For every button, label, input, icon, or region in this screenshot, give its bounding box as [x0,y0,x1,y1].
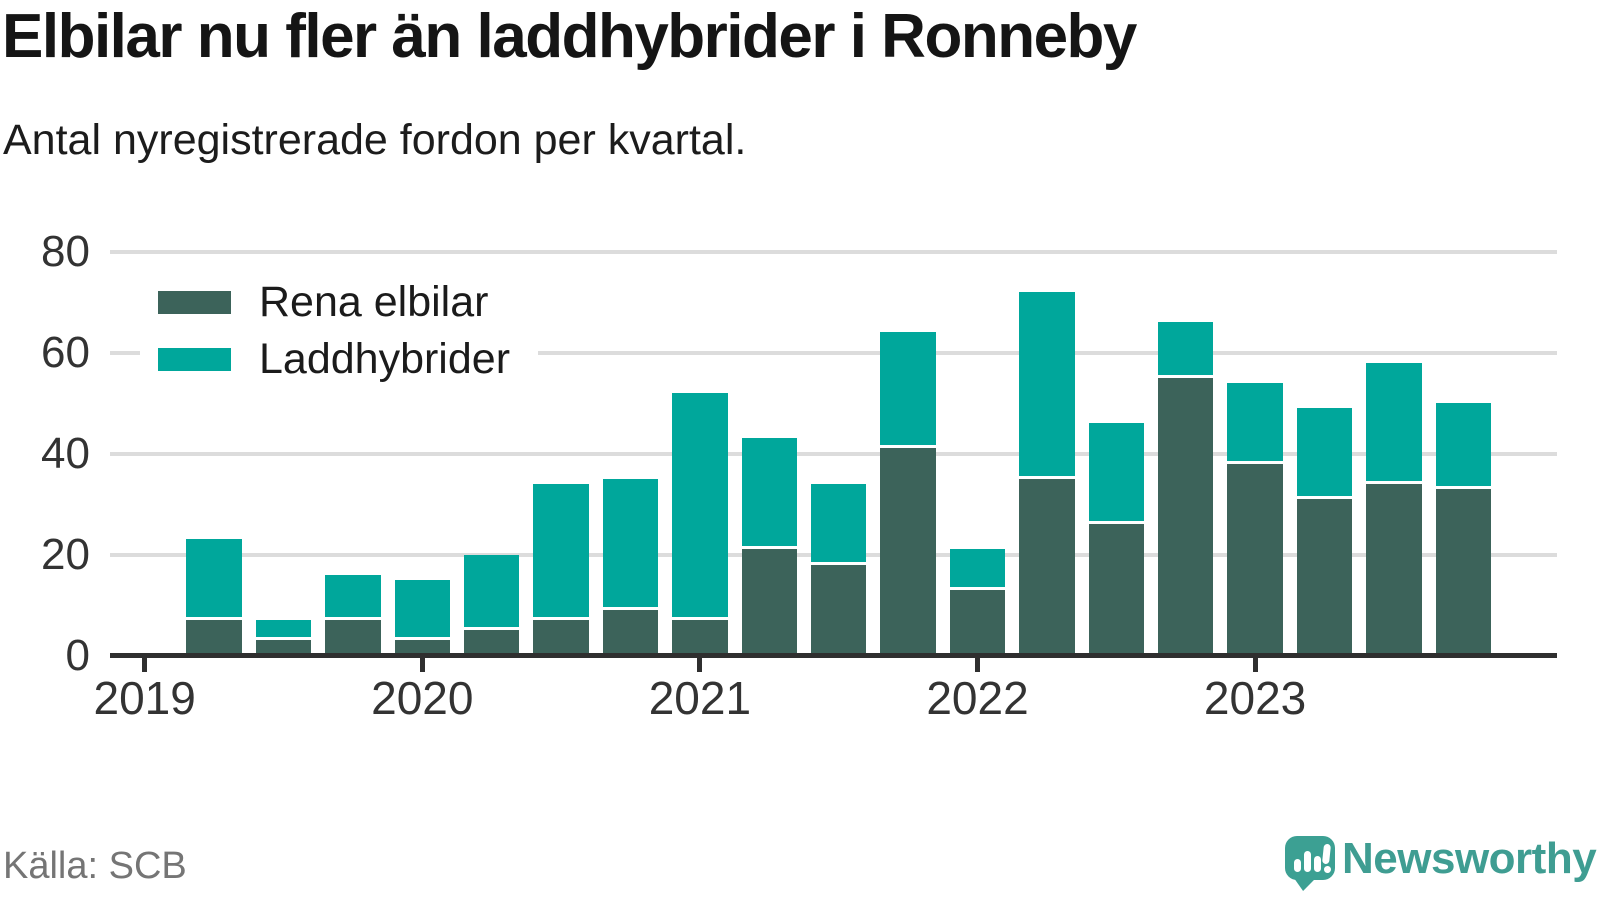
legend-row-laddhybrider: Laddhybrider [158,331,510,388]
bar-segment-laddhybrider [533,483,589,621]
bar-segment-laddhybrider [1366,362,1422,484]
x-axis-tick-2020 [419,658,425,672]
bar-2022-K2 [1019,291,1075,656]
bar-segment-rena-elbilar [1019,478,1075,656]
bar-segment-laddhybrider [1019,291,1075,479]
bar-segment-rena-elbilar [1366,483,1422,656]
legend-row-rena-elbilar: Rena elbilar [158,274,510,331]
bar-2021-K2 [741,438,798,656]
source-attribution: Källa: SCB [3,845,187,887]
bar-segment-laddhybrider [602,478,659,611]
x-axis-label-2019: 2019 [93,671,196,724]
bar-2021-K4 [880,332,936,656]
bar-segment-rena-elbilar [741,549,798,656]
bar-segment-laddhybrider [741,438,798,550]
bar-segment-rena-elbilar [1227,463,1283,656]
bar-2023-K2 [1296,408,1353,656]
bar-segment-laddhybrider [1435,403,1492,489]
bar-segment-laddhybrider [463,554,520,631]
bar-2023-K4 [1435,403,1492,656]
bar-segment-rena-elbilar [672,620,728,656]
legend-label-laddhybrider: Laddhybrider [259,335,511,383]
bar-segment-rena-elbilar [1088,524,1145,656]
bar-2019-K2 [186,539,242,656]
bar-2019-K3 [255,620,312,656]
bar-segment-laddhybrider [810,483,867,565]
x-axis-tick-2021 [697,658,703,672]
speech-bubble-tail [1292,878,1316,891]
bar-segment-laddhybrider [1088,423,1145,525]
x-axis-tick-2022 [975,658,980,672]
bar-2020-K2 [463,554,520,656]
chart-legend: Rena elbilar Laddhybrider [140,258,539,404]
bar-2020-K4 [602,478,659,656]
chart-subtitle: Antal nyregistrerade fordon per kvartal. [3,116,747,164]
y-axis-label-60: 60 [41,327,90,377]
bar-segment-laddhybrider [1296,408,1353,499]
bar-segment-rena-elbilar [602,610,659,656]
bar-segment-rena-elbilar [1296,498,1353,656]
bar-2021-K1 [672,392,728,656]
chart-title: Elbilar nu fler än laddhybrider i Ronneb… [2,2,1137,71]
x-axis-tick-2019 [142,658,148,672]
bar-2020-K1 [394,579,451,656]
bar-2023-K3 [1366,362,1422,656]
bar-segment-laddhybrider [949,549,1006,590]
bar-segment-laddhybrider [325,574,381,621]
bar-segment-laddhybrider [672,392,728,621]
bar-segment-rena-elbilar [1435,488,1492,656]
y-axis-label-20: 20 [41,529,90,579]
x-axis-label-2021: 2021 [648,671,752,724]
bar-segment-rena-elbilar [949,589,1006,656]
bar-segment-laddhybrider [1157,322,1214,378]
y-axis-label-80: 80 [41,226,90,276]
gridline-60 [110,350,1557,355]
x-axis-label-2022: 2022 [926,671,1029,724]
logo-bar-icon [1314,856,1321,872]
logo-bar-icon [1304,851,1311,872]
gridline-80 [110,249,1557,254]
y-axis-label-0: 0 [65,630,90,680]
x-axis-tick-2023 [1252,658,1258,672]
bar-segment-rena-elbilar [810,564,867,656]
bar-2022-K1 [949,549,1006,656]
bar-segment-rena-elbilar [1157,377,1214,656]
logo-bar-icon [1294,859,1301,872]
bar-segment-rena-elbilar [255,640,312,656]
legend-label-rena-elbilar: Rena elbilar [259,278,489,326]
bar-2021-K3 [810,483,867,656]
logo-exclamation-dot-icon [1323,865,1332,874]
bar-2022-K4 [1157,322,1214,656]
bar-segment-rena-elbilar [533,620,589,656]
bar-segment-laddhybrider [880,332,936,449]
newsworthy-logo-icon [1285,836,1335,891]
y-axis-label-40: 40 [41,428,90,478]
bar-2023-K1 [1227,382,1283,656]
bar-segment-rena-elbilar [325,620,381,656]
newsworthy-wordmark: Newsworthy [1342,834,1597,883]
gridline-40 [110,451,1557,456]
bar-segment-laddhybrider [186,539,242,621]
x-axis-line [110,653,1557,658]
legend-swatch-rena-elbilar [158,291,231,314]
bar-2022-K3 [1088,423,1145,656]
newsworthy-branding: Newsworthy [1270,826,1600,900]
bar-segment-rena-elbilar [463,630,520,656]
bar-segment-rena-elbilar [186,620,242,656]
legend-swatch-laddhybrider [158,348,231,371]
bar-2020-K3 [533,483,589,656]
bar-segment-rena-elbilar [880,448,936,656]
x-axis-label-2023: 2023 [1203,671,1307,724]
bar-segment-laddhybrider [255,620,312,641]
bar-segment-laddhybrider [394,579,451,641]
logo-exclamation-icon [1321,843,1332,865]
bar-segment-rena-elbilar [394,640,451,656]
bar-2019-K4 [325,574,381,656]
x-axis-label-2020: 2020 [371,671,474,724]
bar-segment-laddhybrider [1227,382,1283,464]
